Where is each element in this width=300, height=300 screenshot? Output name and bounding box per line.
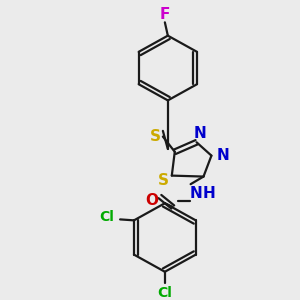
Text: Cl: Cl [158,286,172,300]
Text: S: S [158,173,169,188]
Text: O: O [146,193,158,208]
Text: S: S [149,129,161,144]
Text: N: N [217,148,230,163]
Text: N: N [189,186,202,201]
Text: N: N [193,126,206,141]
Text: H: H [203,186,216,201]
Text: Cl: Cl [99,211,114,224]
Text: F: F [160,7,170,22]
